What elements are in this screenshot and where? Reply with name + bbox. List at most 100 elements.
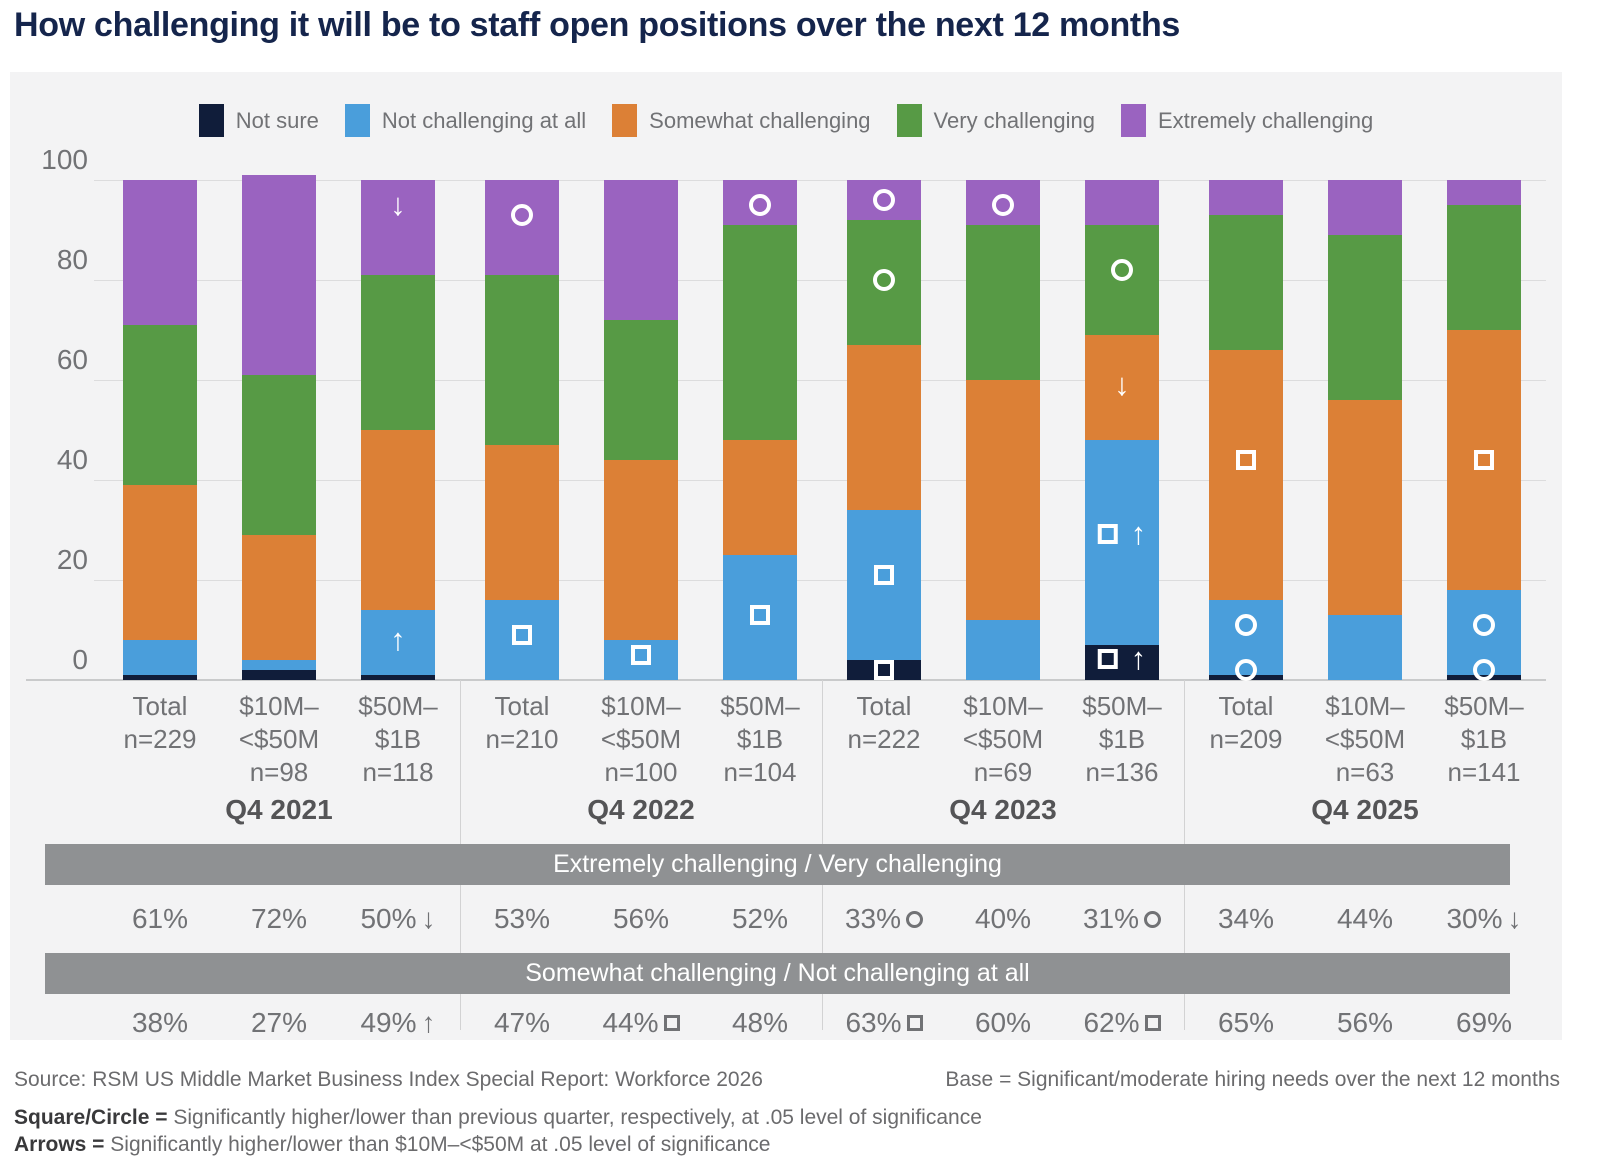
significance-circle-icon <box>511 204 533 226</box>
somewhat-challenging-segment <box>1085 335 1159 440</box>
somewhat-challenging-segment <box>361 430 435 610</box>
bar-category-label: Total n=229 <box>104 690 216 756</box>
bar-q4-2022-total <box>485 180 559 680</box>
table-value: 38% <box>131 1007 189 1038</box>
bar-category-line: $1B <box>374 724 422 754</box>
bar-q4-2021-total <box>123 180 197 680</box>
table-value: 48% <box>731 1007 789 1038</box>
table-value-cell: 31% <box>1066 902 1178 936</box>
bar-q4-2021-50m-1b: ↓ ↑ <box>361 180 435 680</box>
table-value: 52% <box>731 903 789 934</box>
gridline <box>94 580 1546 581</box>
significance-square-icon <box>1097 649 1118 669</box>
footer-note-label: Arrows = <box>14 1133 105 1156</box>
bar-q4-2025-50m-1b <box>1447 180 1521 681</box>
table-value-cell: 63% <box>828 1006 940 1040</box>
table-values-row: 38% 27% 49% ↑ <box>98 1006 460 1040</box>
significance-circle-icon <box>1235 614 1257 636</box>
not-sure-segment <box>361 675 435 680</box>
significance-arrow-up-icon: ↑ <box>1130 516 1147 551</box>
significance-square-icon <box>631 645 651 665</box>
table-value: 44% <box>1336 903 1394 934</box>
significance-circle-icon <box>906 910 924 928</box>
footer-note-text: Significantly higher/lower than previous… <box>173 1106 982 1129</box>
extremely-challenging-swatch-icon <box>1121 104 1146 137</box>
somewhat-challenging-segment <box>123 485 197 640</box>
y-axis-tick-label: 100 <box>41 144 88 175</box>
bar-category-line: $50M– <box>1082 691 1162 721</box>
bar-category-line: $10M– <box>963 691 1043 721</box>
significance-square-icon <box>663 1015 680 1031</box>
table-band-somewhat-not: Somewhat challenging / Not challenging a… <box>45 953 1510 994</box>
table-value-cell: 60% <box>947 1006 1059 1040</box>
table-value: 63% <box>845 1007 902 1038</box>
significance-square-icon <box>512 625 532 645</box>
table-values-row: 34% 44% 30% ↓ <box>1184 902 1546 936</box>
bar-category-label: $50M– $1B n=136 <box>1066 690 1178 789</box>
legend-label: Not sure <box>235 107 319 133</box>
extremely-challenging-segment <box>1209 180 1283 215</box>
bar-slot: ↓ ↑ $50M– $1B n=118 <box>342 72 454 787</box>
bar-slot: $50M– $1B n=104 <box>704 72 816 787</box>
table-value-cell: 61% <box>104 902 216 936</box>
bar-q4-2023-50m-1b: ↓ ↑ ↑ <box>1085 180 1159 680</box>
table-value-cell: 65% <box>1190 1006 1302 1040</box>
bar-n-label: n=229 <box>123 724 197 754</box>
bar-q4-2025-total <box>1209 180 1283 681</box>
somewhat-challenging-segment <box>485 445 559 600</box>
bar-n-label: n=63 <box>1335 757 1395 787</box>
not-challenging-at-all-segment <box>1328 615 1402 680</box>
table-value: 33% <box>844 903 902 934</box>
not-challenging-at-all-segment <box>123 640 197 675</box>
significance-square-up-icon: ↑ <box>1097 641 1147 676</box>
bar-n-label: n=104 <box>723 757 797 787</box>
y-axis-tick-label: 40 <box>56 444 88 475</box>
extremely-challenging-segment <box>123 180 197 325</box>
very-challenging-segment <box>723 225 797 440</box>
table-value-cell: 40% <box>947 902 1059 936</box>
significance-square-icon <box>1097 524 1118 544</box>
table-band-label: Extremely challenging / Very challenging <box>553 850 1002 878</box>
table-band-extremely-very: Extremely challenging / Very challenging <box>45 844 1510 885</box>
table-values-row: 63% 60% 62% <box>822 1006 1184 1040</box>
significance-square-icon <box>1144 1015 1161 1031</box>
legend-item-not-challenging-at-all: Not challenging at all <box>344 104 586 137</box>
table-value-cell: 38% <box>104 1006 216 1040</box>
quarter-label: Q4 2023 <box>949 794 1057 825</box>
y-axis-tick-label: 0 <box>72 644 88 675</box>
table-value: 69% <box>1455 1007 1513 1038</box>
bar-category-line: $50M– <box>358 691 438 721</box>
legend-item-very-challenging: Very challenging <box>896 104 1095 137</box>
bar-slot: Total n=209 <box>1190 72 1302 754</box>
y-axis-tick-label: 60 <box>56 344 88 375</box>
bar-category-label: $10M– <$50M n=98 <box>223 690 335 789</box>
significance-circle-icon <box>873 189 895 211</box>
table-value: 40% <box>974 903 1032 934</box>
bar-category-label: Total n=210 <box>466 690 578 756</box>
significance-circle-icon <box>1235 659 1257 681</box>
bar-category-line: Total <box>856 691 912 721</box>
bar-q4-2023-total <box>847 180 921 680</box>
very-challenging-segment <box>123 325 197 485</box>
not-sure-swatch-icon <box>198 104 224 137</box>
footer-note-label: Square/Circle = <box>14 1106 168 1129</box>
bar-n-label: n=98 <box>249 757 309 787</box>
very-challenging-segment <box>1209 215 1283 350</box>
bar-n-label: n=209 <box>1209 724 1283 754</box>
bar-q4-2025-10m-50m <box>1328 180 1402 680</box>
table-value: 65% <box>1217 1007 1275 1038</box>
table-value: 27% <box>250 1007 308 1038</box>
significance-circle-icon <box>749 194 771 216</box>
significance-arrow-up-icon: ↑ <box>1130 641 1147 676</box>
bars-row: Total n=222 $10M– <$50M n=69 ↓ ↑ ↑ $50M– $1B n=136 <box>822 72 1184 787</box>
legend-label: Very challenging <box>933 107 1095 133</box>
somewhat-challenging-segment <box>1328 400 1402 615</box>
chart-panel: Not sure Not challenging at all Somewhat c… <box>10 72 1562 1040</box>
not-challenging-at-all-segment <box>847 510 921 660</box>
table-value: 50% <box>360 903 417 934</box>
bar-n-label: n=100 <box>604 757 678 787</box>
bar-category-label: Total n=209 <box>1190 690 1302 756</box>
table-value-cell: 53% <box>466 902 578 936</box>
bar-category-line: Total <box>1218 691 1274 721</box>
not-challenging-at-all-segment <box>723 555 797 680</box>
